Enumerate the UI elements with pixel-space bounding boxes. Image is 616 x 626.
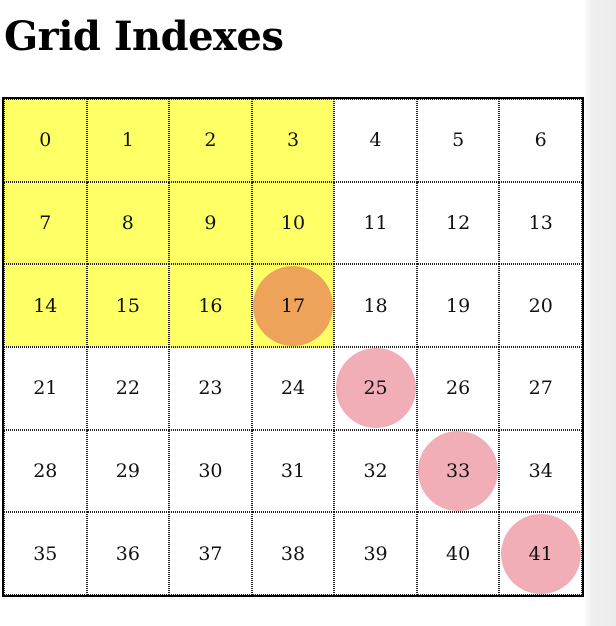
grid-cell-20[interactable]: 20	[499, 264, 582, 347]
grid-cell-15[interactable]: 15	[86, 264, 170, 347]
grid-cell-37[interactable]: 37	[169, 512, 252, 595]
grid-cell-7[interactable]: 7	[4, 181, 87, 265]
cell-index-label: 39	[363, 542, 388, 565]
cell-index-label: 19	[446, 294, 471, 317]
grid-cell-41[interactable]: 41	[499, 512, 582, 595]
cell-index-label: 5	[452, 129, 465, 152]
cell-index-label: 31	[280, 459, 306, 482]
cell-index-label: 36	[115, 542, 140, 565]
cell-index-label: 8	[121, 211, 134, 234]
cell-index-label: 0	[39, 129, 52, 152]
grid-cell-18[interactable]: 18	[334, 264, 417, 347]
grid-cell-8[interactable]: 8	[86, 181, 170, 265]
cell-index-label: 34	[528, 459, 553, 482]
cell-index-label: 27	[528, 377, 553, 400]
grid-cell-17[interactable]: 17	[251, 264, 335, 347]
cell-index-label: 21	[33, 377, 58, 400]
cell-index-label: 11	[363, 211, 388, 234]
grid-cell-31[interactable]: 31	[251, 429, 335, 513]
cell-index-label: 10	[280, 211, 306, 234]
grid-cell-0[interactable]: 0	[4, 99, 87, 182]
orange-circle-marker	[252, 265, 333, 346]
grid-cell-19[interactable]: 19	[416, 264, 500, 347]
grid-cell-32[interactable]: 32	[334, 429, 417, 513]
grid-cell-22[interactable]: 22	[86, 346, 170, 430]
pink-circle-marker	[335, 348, 416, 429]
grid-cell-21[interactable]: 21	[4, 346, 87, 430]
grid-cell-13[interactable]: 13	[499, 181, 582, 265]
cell-index-label: 38	[280, 542, 306, 565]
grid-cell-16[interactable]: 16	[169, 264, 252, 347]
cell-index-label: 2	[204, 129, 217, 152]
cell-index-label: 32	[363, 459, 388, 482]
cell-index-label: 13	[528, 211, 553, 234]
grid-cell-14[interactable]: 14	[4, 264, 87, 347]
cell-index-label: 3	[286, 129, 300, 152]
grid-cell-4[interactable]: 4	[334, 99, 417, 182]
cell-index-label: 25	[363, 377, 388, 400]
grid-cell-3[interactable]: 3	[251, 99, 335, 182]
grid-cell-9[interactable]: 9	[169, 181, 252, 265]
grid-cell-12[interactable]: 12	[416, 181, 500, 265]
grid-cell-29[interactable]: 29	[86, 429, 170, 513]
grid-cell-10[interactable]: 10	[251, 181, 335, 265]
grid-cell-39[interactable]: 39	[334, 512, 417, 595]
cell-index-label: 14	[33, 294, 58, 317]
cell-index-label: 22	[115, 377, 140, 400]
cell-index-label: 33	[446, 459, 471, 482]
cell-index-label: 37	[198, 542, 223, 565]
cell-index-label: 28	[33, 459, 58, 482]
cell-index-label: 24	[280, 377, 306, 400]
grid-cell-33[interactable]: 33	[416, 429, 500, 513]
pink-circle-marker	[418, 430, 499, 511]
pink-circle-marker	[500, 513, 581, 594]
cell-index-label: 35	[33, 542, 58, 565]
page-title: Grid Indexes	[4, 13, 284, 60]
cell-index-label: 1	[121, 129, 134, 152]
grid-cell-38[interactable]: 38	[251, 512, 335, 595]
cell-index-label: 4	[369, 129, 382, 152]
cell-index-label: 26	[446, 377, 471, 400]
cell-index-label: 23	[198, 377, 223, 400]
grid-cell-34[interactable]: 34	[499, 429, 582, 513]
cell-index-label: 18	[363, 294, 388, 317]
grid-cell-5[interactable]: 5	[416, 99, 500, 182]
cell-index-label: 16	[198, 294, 223, 317]
grid-container: 0 1 2 3 4 5 6 7 8 9 10 11 12 13 14 15 16 17 18 19 20 21 22 23 24…	[2, 97, 584, 597]
index-grid: 0 1 2 3 4 5 6 7 8 9 10 11 12 13 14 15 16 17 18 19 20 21 22 23 24…	[4, 99, 582, 595]
cell-index-label: 6	[534, 129, 547, 152]
cell-index-label: 7	[39, 211, 52, 234]
grid-cell-6[interactable]: 6	[499, 99, 582, 182]
cell-index-label: 9	[204, 211, 217, 234]
grid-cell-40[interactable]: 40	[416, 512, 500, 595]
cell-index-label: 40	[446, 542, 471, 565]
grid-cell-35[interactable]: 35	[4, 512, 87, 595]
grid-cell-2[interactable]: 2	[169, 99, 252, 182]
grid-cell-11[interactable]: 11	[334, 181, 417, 265]
grid-cell-23[interactable]: 23	[169, 346, 252, 430]
cell-index-label: 20	[528, 294, 553, 317]
cell-index-label: 30	[198, 459, 223, 482]
cell-index-label: 12	[446, 211, 471, 234]
grid-cell-36[interactable]: 36	[86, 512, 170, 595]
cell-index-label: 15	[115, 294, 140, 317]
grid-cell-24[interactable]: 24	[251, 346, 335, 430]
cell-index-label: 17	[280, 294, 306, 317]
grid-cell-26[interactable]: 26	[416, 346, 500, 430]
grid-cell-27[interactable]: 27	[499, 346, 582, 430]
grid-cell-1[interactable]: 1	[86, 99, 170, 182]
cell-index-label: 41	[528, 542, 553, 565]
grid-cell-28[interactable]: 28	[4, 429, 87, 513]
grid-cell-30[interactable]: 30	[169, 429, 252, 513]
grid-cell-25[interactable]: 25	[334, 346, 417, 430]
cell-index-label: 29	[115, 459, 140, 482]
